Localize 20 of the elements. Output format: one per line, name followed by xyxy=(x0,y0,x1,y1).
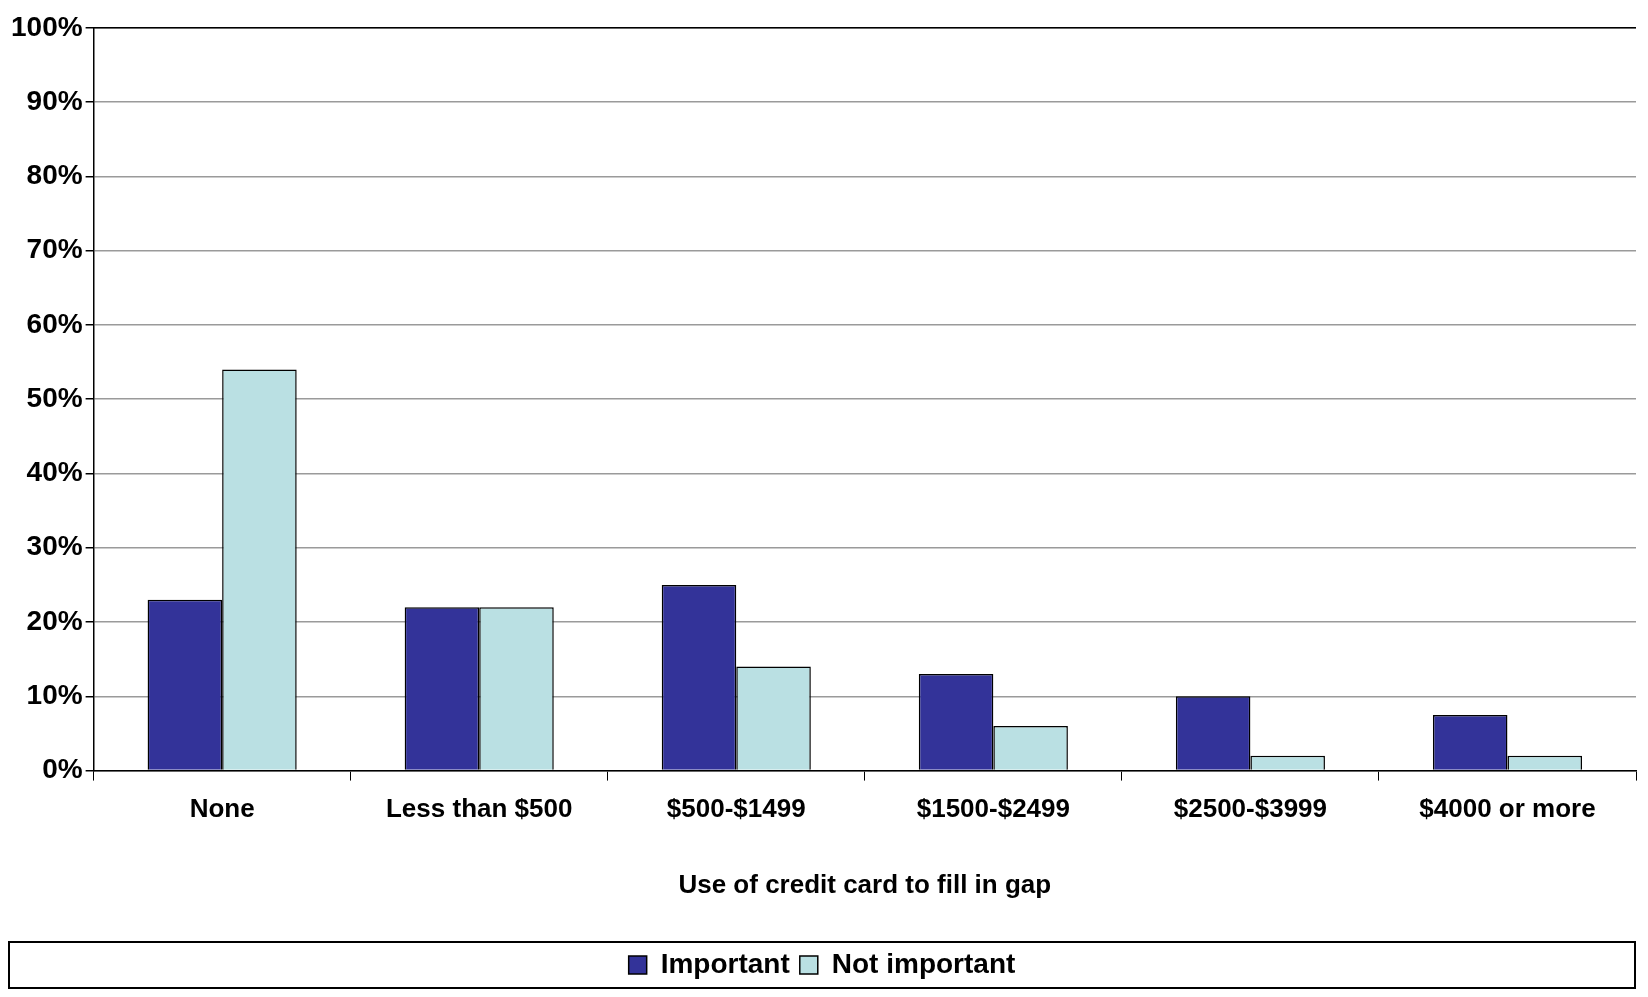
y-tick-label: 30% xyxy=(26,530,83,562)
x-tick-label: $2500-$3999 xyxy=(1173,793,1328,824)
x-tick-label: $1500-$2499 xyxy=(916,793,1070,824)
y-tick-label: 0% xyxy=(42,753,83,785)
y-tick-label: 90% xyxy=(26,84,83,116)
y-tick-label: 60% xyxy=(26,307,83,339)
y-tick-label: 100% xyxy=(10,10,83,42)
x-tick-label: Less than $500 xyxy=(385,793,573,824)
y-tick-label: 10% xyxy=(26,679,83,711)
x-tick-label: $4000 or more xyxy=(1419,793,1596,824)
legend-label: Not important xyxy=(831,947,1016,979)
x-tick-label: None xyxy=(189,793,255,824)
legend-label: Important xyxy=(660,947,790,979)
x-axis-title: Use of credit card to fill in gap xyxy=(678,868,1052,899)
y-tick-label: 70% xyxy=(26,233,83,265)
y-tick-label: 40% xyxy=(26,456,83,488)
y-tick-label: 80% xyxy=(26,159,83,191)
y-tick-label: 50% xyxy=(26,381,83,413)
y-tick-label: 20% xyxy=(26,604,83,636)
x-tick-label: $500-$1499 xyxy=(666,793,806,824)
